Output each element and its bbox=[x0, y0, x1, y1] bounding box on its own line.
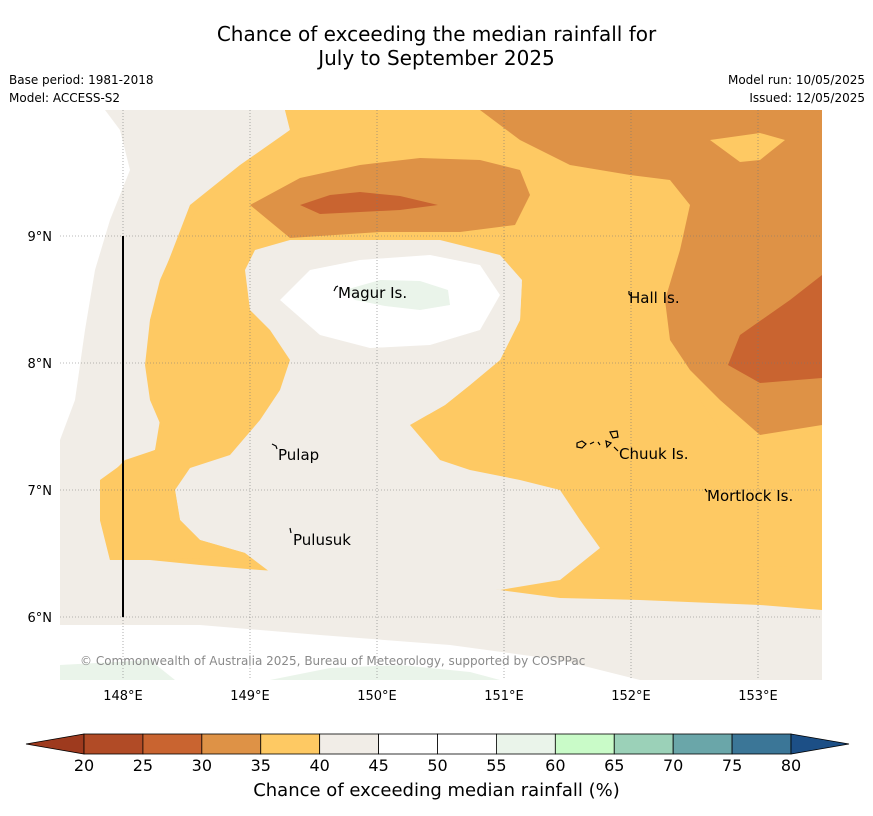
field-25-30-east bbox=[728, 275, 822, 383]
field-55-60-southwest bbox=[60, 660, 175, 680]
island-pulap bbox=[271, 443, 278, 450]
lat-tick-label: 7°N bbox=[28, 484, 53, 499]
field-40-45-magur-ring bbox=[175, 240, 600, 590]
colorbar-tick-label: 25 bbox=[133, 756, 153, 775]
colorbar-cell bbox=[672, 733, 733, 755]
lon-tick-label: 152°E bbox=[611, 689, 651, 704]
island-mortlock bbox=[704, 488, 708, 493]
colorbar: 20 25 30 35 40 45 50 55 60 65 70 75 80 bbox=[25, 733, 850, 775]
place-label-hall: Hall Is. bbox=[629, 289, 680, 307]
colorbar-tick-label: 75 bbox=[722, 756, 742, 775]
colorbar-label: Chance of exceeding median rainfall (%) bbox=[253, 780, 620, 801]
gridlines bbox=[60, 110, 822, 680]
colorbar-under-arrow bbox=[25, 733, 85, 755]
field-45-55-south bbox=[60, 625, 640, 680]
colorbar-cell bbox=[201, 733, 262, 755]
island-hall bbox=[628, 291, 632, 297]
colorbar-tick-label: 70 bbox=[663, 756, 683, 775]
colorbar-tick-label: 40 bbox=[309, 756, 329, 775]
colorbar-tick-label: 50 bbox=[427, 756, 447, 775]
model-run: Model run: 10/05/2025 bbox=[727, 73, 865, 87]
base-period: Base period: 1981-2018 bbox=[9, 73, 154, 87]
lon-tick-label: 149°E bbox=[230, 689, 270, 704]
title-line-2: July to September 2025 bbox=[318, 46, 555, 70]
lon-tick-label: 151°E bbox=[484, 689, 524, 704]
field-35-40-southwest bbox=[100, 450, 245, 560]
lat-tick-label: 8°N bbox=[28, 357, 53, 372]
field-45-55-west bbox=[60, 110, 130, 440]
title-line-1: Chance of exceeding the median rainfall … bbox=[216, 22, 657, 46]
place-label-mortlock: Mortlock Is. bbox=[707, 487, 793, 505]
field-55-60-south bbox=[270, 665, 500, 680]
island-magur bbox=[333, 285, 339, 292]
meta-left: Base period: 1981-2018 Model: ACCESS-S2 bbox=[9, 71, 154, 107]
place-label-pulusuk: Pulusuk bbox=[293, 531, 351, 549]
colorbar-over-arrow bbox=[790, 733, 850, 755]
colorbar-cell bbox=[731, 733, 792, 755]
place-label-pulap: Pulap bbox=[278, 446, 319, 464]
issued-date: Issued: 12/05/2025 bbox=[749, 91, 865, 105]
lon-tick-label: 148°E bbox=[103, 689, 143, 704]
field-55-60-magur bbox=[345, 280, 450, 310]
colorbar-cell bbox=[613, 733, 674, 755]
lon-tick-label: 150°E bbox=[357, 689, 397, 704]
island-pulusuk bbox=[289, 527, 292, 534]
colorbar-cell bbox=[378, 733, 438, 755]
colorbar-cell bbox=[554, 733, 615, 755]
colorbar-cell bbox=[83, 733, 144, 755]
lat-tick-label: 6°N bbox=[28, 611, 53, 626]
place-label-magur: Magur Is. bbox=[338, 284, 407, 302]
field-25-30-north bbox=[300, 192, 438, 214]
colorbar-tick-label: 45 bbox=[368, 756, 388, 775]
colorbar-tick-label: 60 bbox=[545, 756, 565, 775]
colorbar-tick-label: 55 bbox=[486, 756, 506, 775]
colorbar-cells bbox=[83, 733, 792, 755]
colorbar-cell bbox=[437, 733, 497, 755]
map-title: Chance of exceeding the median rainfall … bbox=[0, 22, 873, 70]
field-35-40-northeast-patch bbox=[710, 133, 785, 162]
model-name: Model: ACCESS-S2 bbox=[9, 91, 121, 105]
island-chuuk bbox=[576, 430, 619, 452]
place-label-chuuk: Chuuk Is. bbox=[619, 445, 688, 463]
colorbar-tick-label: 35 bbox=[251, 756, 271, 775]
colorbar-cell bbox=[496, 733, 556, 755]
meta-right: Model run: 10/05/2025 Issued: 12/05/2025 bbox=[728, 71, 865, 107]
island-markers bbox=[271, 285, 708, 534]
colorbar-tick-label: 80 bbox=[781, 756, 801, 775]
lat-tick-label: 9°N bbox=[28, 230, 53, 245]
colorbar-cell bbox=[319, 733, 379, 755]
lon-tick-label: 153°E bbox=[738, 689, 778, 704]
colorbar-cell bbox=[260, 733, 321, 755]
colorbar-cell bbox=[142, 733, 203, 755]
contour-fields bbox=[60, 110, 822, 680]
copyright-notice: © Commonwealth of Australia 2025, Bureau… bbox=[80, 654, 585, 668]
colorbar-tick-label: 30 bbox=[192, 756, 212, 775]
colorbar-tick-label: 65 bbox=[604, 756, 624, 775]
colorbar-ticks: 20 25 30 35 40 45 50 55 60 65 70 75 80 bbox=[74, 756, 801, 775]
colorbar-tick-label: 20 bbox=[74, 756, 94, 775]
